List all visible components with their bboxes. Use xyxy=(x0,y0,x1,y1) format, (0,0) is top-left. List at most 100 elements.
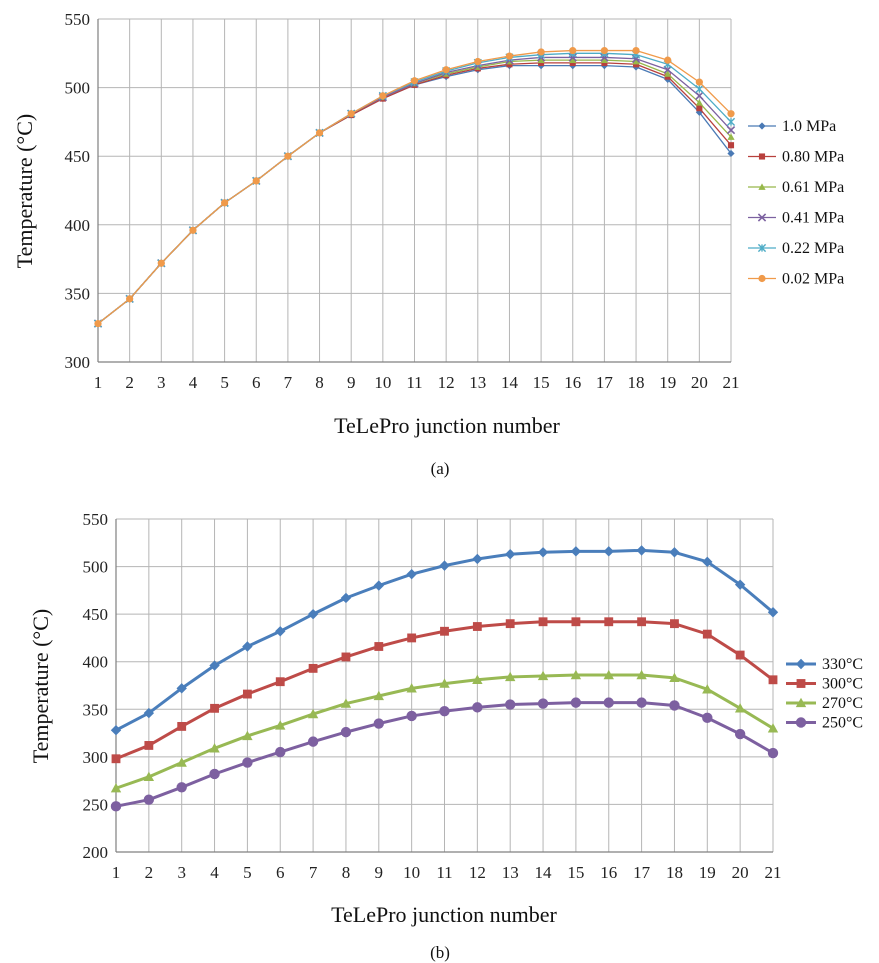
chart-a-series-2-point-16 xyxy=(569,56,577,64)
chart-b-series-2-point-21 xyxy=(767,723,779,733)
chart-a-xtick-label-5: 5 xyxy=(220,373,229,392)
chart-b-series-1-point-3 xyxy=(177,721,187,731)
chart-b-series-0-point-10 xyxy=(406,568,417,580)
chart-a-series-4-point-20 xyxy=(695,84,704,94)
chart-b-series-0-point-18 xyxy=(669,547,680,558)
chart-b-series-3-point-1 xyxy=(110,801,122,812)
chart-b-series-3-point-10 xyxy=(406,710,417,722)
chart-b-legend-marker-2 xyxy=(795,697,807,708)
chart-b-ytick-label-550: 550 xyxy=(83,510,109,529)
chart-a-xtick-label-18: 18 xyxy=(628,373,645,392)
chart-b-series-2-point-12 xyxy=(472,674,483,684)
chart-b-series-0-point-14 xyxy=(537,547,549,558)
chart-b-series-2-point-7 xyxy=(307,708,319,719)
chart-b-xtick-label-12: 12 xyxy=(469,863,486,882)
chart-b-series-0 xyxy=(110,545,779,736)
chart-b-xtick-label-13: 13 xyxy=(502,863,519,882)
chart-a-legend-marker-1 xyxy=(758,153,766,160)
chart-a-series-3-point-20 xyxy=(695,91,704,100)
chart-b-series-1-point-12 xyxy=(472,622,482,631)
chart-b-series-3-point-2 xyxy=(143,794,155,805)
chart-b-series-2-point-16 xyxy=(603,669,614,680)
chart-a-series-1-point-20 xyxy=(696,105,703,112)
chart-b-series-0-point-21 xyxy=(767,607,779,618)
chart-a-series-5-point-5 xyxy=(221,199,229,207)
chart-a-legend-marker-3 xyxy=(757,213,767,222)
chart-a-caption: (a) xyxy=(431,459,450,478)
chart-b-series-0-point-5 xyxy=(242,641,253,652)
chart-a-series-5-point-11 xyxy=(410,77,419,85)
chart-b-series-1-point-17 xyxy=(637,617,647,627)
chart-b-series-1-point-2 xyxy=(144,741,154,750)
chart-b-series-2-point-13 xyxy=(505,671,516,682)
chart-b-ytick-label-200: 200 xyxy=(83,843,109,862)
chart-a-legend-label-0: 1.0 MPa xyxy=(782,118,836,135)
chart-a-xtick-label-13: 13 xyxy=(469,373,486,392)
chart-b-xtick-label-3: 3 xyxy=(177,863,186,882)
chart-a-series-5-point-7 xyxy=(284,152,292,160)
chart-b-series-0-point-20 xyxy=(734,579,746,590)
chart-b-xtick-label-10: 10 xyxy=(403,863,420,882)
chart-b-series-3 xyxy=(110,697,779,812)
chart-a-xtick-label-20: 20 xyxy=(691,373,708,392)
chart-b-series-0-point-13 xyxy=(505,549,516,560)
chart-a-legend-label-1: 0.80 MPa xyxy=(782,149,844,166)
chart-b-series-3-point-16 xyxy=(603,697,614,708)
chart-b-ytick-label-300: 300 xyxy=(83,748,109,767)
chart-b-series-3-point-9 xyxy=(373,718,384,729)
chart-b-xtick-label-18: 18 xyxy=(666,863,683,882)
chart-b-series-0-point-8 xyxy=(340,592,352,604)
chart-a-ytick-label-400: 400 xyxy=(65,216,91,235)
chart-a-series-5-point-12 xyxy=(442,66,450,74)
chart-a-series-4-point-21 xyxy=(726,117,736,126)
chart-a-legend-marker-4 xyxy=(757,243,767,253)
chart-b-legend-label-3: 250°C xyxy=(822,715,863,732)
chart-b-series-3-point-3 xyxy=(176,782,187,793)
chart-a-series-5-point-14 xyxy=(505,52,514,60)
chart-b-xtick-label-17: 17 xyxy=(633,863,651,882)
chart-b-series-0-point-11 xyxy=(439,560,450,571)
chart-b-series-1-point-7 xyxy=(308,663,318,673)
chart-a-series-5-point-20 xyxy=(695,78,703,86)
chart-a-ytick-label-300: 300 xyxy=(65,353,91,372)
chart-b-ytick-label-250: 250 xyxy=(83,795,109,814)
chart-b-series-3-point-5 xyxy=(242,757,253,768)
chart-a-series-1-point-21 xyxy=(727,142,735,149)
chart-b-series-2-point-3 xyxy=(176,757,187,767)
chart-b-series-1-point-19 xyxy=(702,629,712,639)
chart-a-legend-marker-5 xyxy=(758,274,766,283)
chart-b-series-0-point-4 xyxy=(209,660,220,671)
chart-b-series-3-point-21 xyxy=(767,747,779,759)
chart-a-series-5-point-4 xyxy=(189,226,197,234)
chart-b-series-0-point-9 xyxy=(373,580,384,591)
chart-a-series-5-point-21 xyxy=(727,110,735,118)
chart-a-xtick-label-14: 14 xyxy=(501,373,519,392)
chart-b-xtick-label-6: 6 xyxy=(276,863,285,882)
chart-a-xtick-label-10: 10 xyxy=(374,373,391,392)
chart-b-series-1-point-21 xyxy=(768,675,778,685)
chart-b-xtick-label-5: 5 xyxy=(243,863,252,882)
chart-b-series-0-point-17 xyxy=(636,545,647,556)
chart-b-xtick-label-15: 15 xyxy=(567,863,584,882)
chart-b-series-2-point-8 xyxy=(340,698,352,708)
chart-b-series-3-point-11 xyxy=(439,705,450,717)
chart-a-series-2-point-20 xyxy=(695,99,703,106)
chart-a-xtick-label-7: 7 xyxy=(284,373,293,392)
chart-b-series-3-point-8 xyxy=(340,726,352,738)
chart-b-series-2-point-1 xyxy=(110,783,122,793)
chart-b-series-3-point-14 xyxy=(537,698,549,709)
chart-b-xtick-label-4: 4 xyxy=(210,863,219,882)
chart-b-legend-marker-3 xyxy=(795,717,807,728)
chart-b-series-2-point-5 xyxy=(242,730,253,741)
chart-a-xtick-label-1: 1 xyxy=(94,373,103,392)
chart-a-series-5-point-17 xyxy=(600,46,609,55)
chart-b-series-1-point-10 xyxy=(407,633,417,643)
chart-b-series-3-point-6 xyxy=(275,746,286,758)
chart-b-series-0-point-7 xyxy=(307,608,319,620)
chart-a-xtick-label-8: 8 xyxy=(315,373,324,392)
chart-b-series-2-point-9 xyxy=(373,690,384,701)
chart-a-xtick-label-12: 12 xyxy=(438,373,455,392)
chart-b-series-1-point-11 xyxy=(440,626,449,636)
chart-a-series-2-point-17 xyxy=(600,56,608,64)
chart-b-series-1-point-13 xyxy=(505,619,515,629)
